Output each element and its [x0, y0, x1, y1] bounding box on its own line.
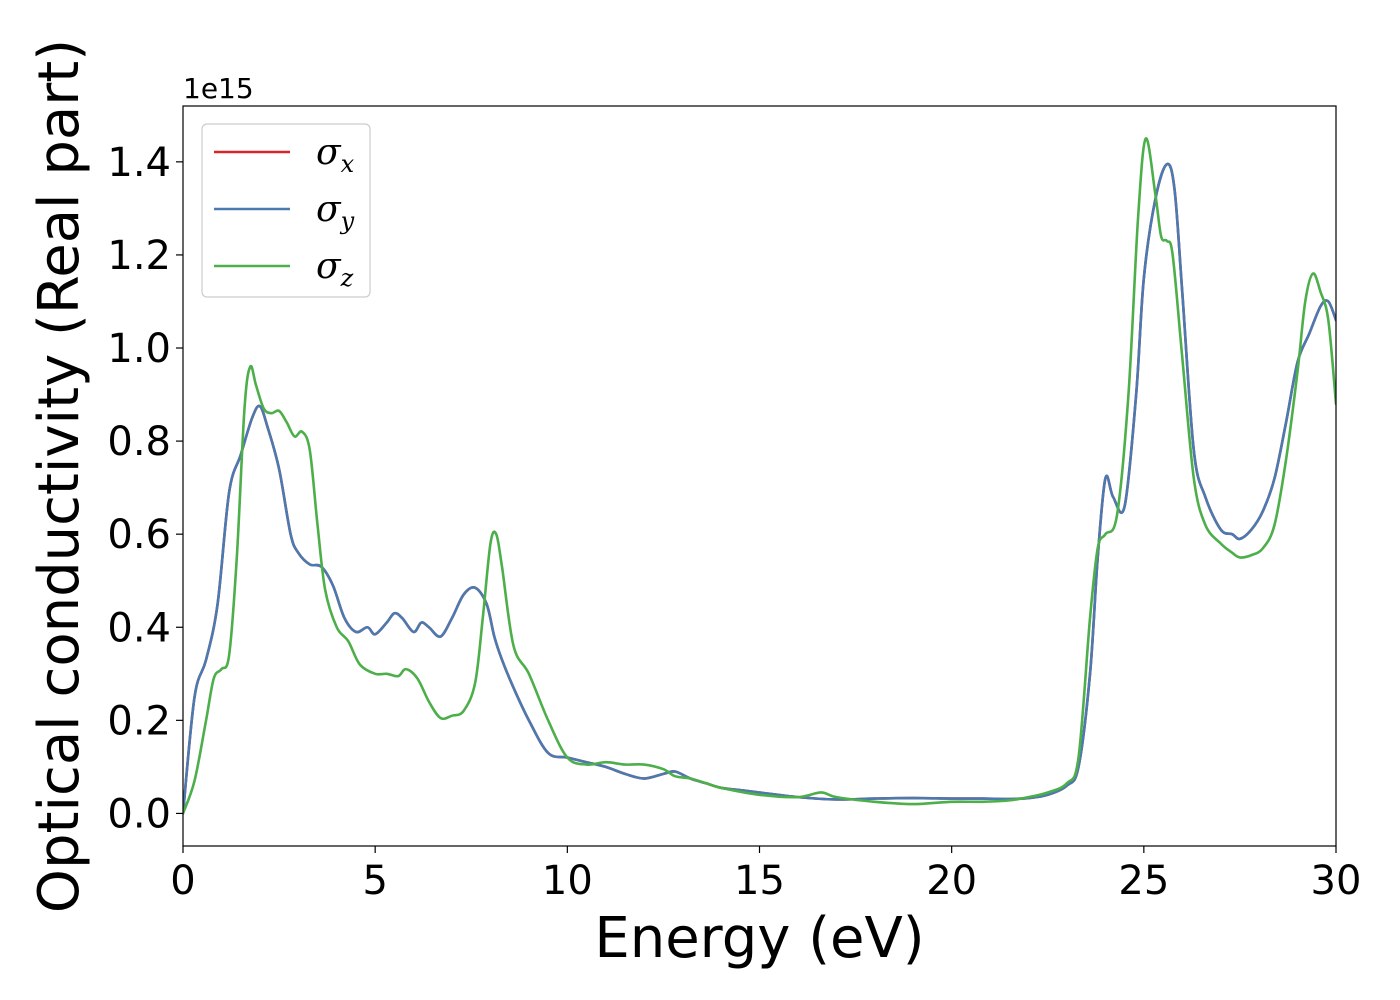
- x-tick-label: 15: [734, 858, 785, 904]
- y-axis-title: Optical conductivity (Real part): [27, 39, 92, 913]
- y-tick-label: 0.8: [107, 419, 171, 465]
- legend-label-sigma-z: σz: [316, 246, 354, 292]
- plot-lines: [183, 137, 1336, 815]
- series-line-sigma-z: [183, 137, 1336, 815]
- legend-label-sigma-y: σy: [316, 189, 355, 235]
- y-tick-label: 1.2: [107, 233, 171, 279]
- y-tick-label: 0.0: [107, 791, 171, 837]
- x-tick-label: 0: [170, 858, 195, 904]
- y-axis-ticks: 0.0 0.2 0.4 0.6 0.8 1.0 1.2 1.4: [107, 140, 183, 837]
- y-offset-text: 1e15: [183, 72, 254, 105]
- x-axis-title: Energy (eV): [594, 906, 924, 971]
- x-tick-label: 25: [1118, 858, 1169, 904]
- y-tick-label: 0.6: [107, 512, 171, 558]
- legend-label-sigma-x: σx: [316, 132, 355, 178]
- x-tick-label: 5: [362, 858, 387, 904]
- y-tick-label: 0.4: [107, 605, 171, 651]
- y-tick-label: 1.4: [107, 140, 171, 186]
- x-axis-ticks: 0 5 10 15 20 25 30: [170, 846, 1361, 904]
- x-tick-label: 20: [926, 858, 977, 904]
- legend-box: [201, 123, 371, 298]
- y-tick-label: 0.2: [107, 698, 171, 744]
- legend: σx σy σz: [201, 123, 371, 298]
- x-tick-label: 30: [1311, 858, 1362, 904]
- x-tick-label: 10: [542, 858, 593, 904]
- y-tick-label: 1.0: [107, 326, 171, 372]
